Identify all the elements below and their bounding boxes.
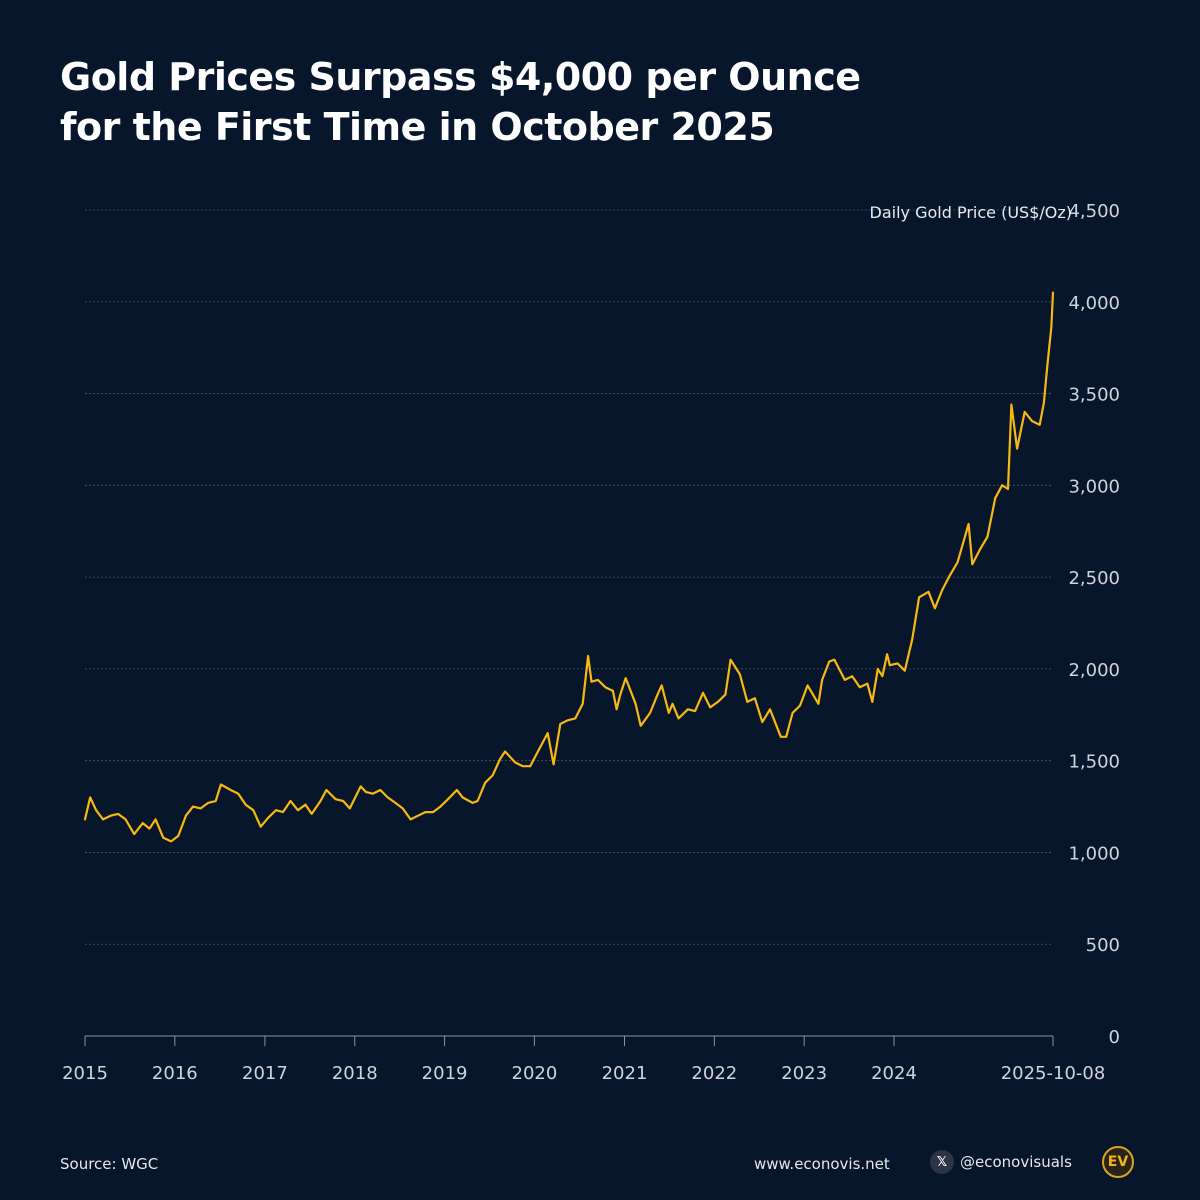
y-tick-label: 2,000	[1068, 660, 1120, 681]
series-line-gold-price	[83, 291, 1055, 843]
y-axis-label: Daily Gold Price (US$/Oz)	[870, 203, 1072, 222]
x-tick-label: 2015	[62, 1063, 108, 1084]
y-axis-ticks: 0 500 1,000 1,500 2,000 2,500 3,000 3,500 4,000 4…	[1068, 201, 1120, 1048]
source-note: Source: WGC	[60, 1155, 159, 1173]
title-line-2: for the First Time in October 2025	[60, 105, 775, 149]
x-tick-label: 2019	[422, 1063, 468, 1084]
y-tick-label: 500	[1086, 935, 1120, 956]
y-tick-label: 2,500	[1068, 568, 1120, 589]
x-tick-label: 2022	[691, 1063, 737, 1084]
x-logo-icon: 𝕏	[930, 1150, 954, 1174]
title-line-1: Gold Prices Surpass $4,000 per Ounce	[60, 55, 861, 99]
x-tick-label: 2023	[781, 1063, 827, 1084]
y-tick-label: 3,500	[1068, 385, 1120, 406]
y-tick-label: 1,500	[1068, 752, 1120, 773]
social-handle[interactable]: 𝕏 @econovisuals	[930, 1150, 1072, 1174]
chart-title: Gold Prices Surpass $4,000 per Ounce for…	[60, 52, 861, 152]
x-tick-label: 2020	[512, 1063, 558, 1084]
social-handle-text: @econovisuals	[960, 1153, 1072, 1171]
x-tick-label: 2025-10-08	[1001, 1063, 1106, 1084]
x-tick-label: 2021	[602, 1063, 648, 1084]
brand-logo: EV	[1102, 1146, 1134, 1178]
y-tick-label: 0	[1109, 1027, 1120, 1048]
y-tick-label: 4,000	[1068, 293, 1120, 314]
website-link[interactable]: www.econovis.net	[754, 1155, 890, 1173]
x-tick-label: 2024	[871, 1063, 917, 1084]
x-tick-label: 2018	[332, 1063, 378, 1084]
x-axis-ticks: 2015 2016 2017 2018 2019 2020 2021 2022 2023 2024…	[62, 1036, 1105, 1084]
y-tick-label: 1,000	[1068, 843, 1120, 864]
y-tick-label: 3,000	[1068, 476, 1120, 497]
gridlines	[85, 209, 1053, 945]
x-tick-label: 2017	[242, 1063, 288, 1084]
y-tick-label: 4,500	[1068, 201, 1120, 222]
x-tick-label: 2016	[152, 1063, 198, 1084]
